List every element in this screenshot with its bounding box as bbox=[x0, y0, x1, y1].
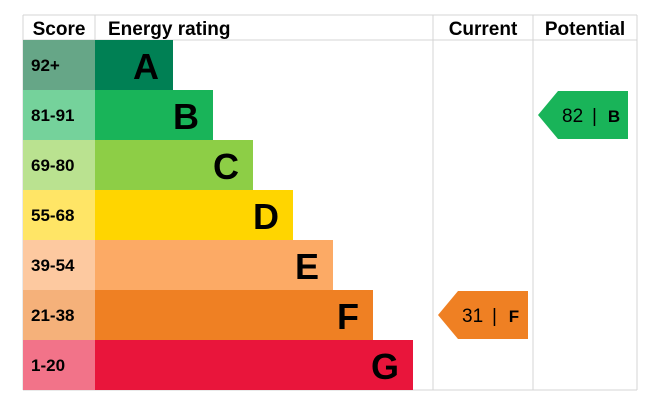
rating-letter-g: G bbox=[371, 346, 399, 387]
energy-rating-header: Energy rating bbox=[108, 19, 230, 40]
rating-bar-f bbox=[95, 290, 373, 340]
potential-marker-rating: B bbox=[608, 107, 620, 126]
potential-marker: 82 | B bbox=[538, 91, 628, 139]
rating-bar-g bbox=[95, 340, 413, 390]
rating-letter-c: C bbox=[213, 146, 239, 187]
score-cell-f bbox=[23, 290, 95, 340]
potential-header: Potential bbox=[545, 19, 625, 40]
score-cell-d bbox=[23, 190, 95, 240]
header-row: Score Energy rating Current Potential bbox=[33, 19, 626, 40]
rating-markers: 31 | F 82 | B bbox=[438, 91, 628, 339]
rating-bands: 92+ A 81-91 B 69-80 C 55-68 D 39-54 E 21-38 F 1-20 G bbox=[23, 40, 413, 390]
current-marker-separator: | bbox=[492, 306, 497, 327]
current-marker-value: 31 bbox=[462, 306, 483, 327]
rating-letter-d: D bbox=[253, 196, 279, 237]
rating-letter-e: E bbox=[295, 246, 319, 287]
score-cell-c bbox=[23, 140, 95, 190]
rating-letter-f: F bbox=[337, 296, 359, 337]
score-cell-g bbox=[23, 340, 95, 390]
current-marker-arrow bbox=[438, 291, 528, 339]
score-range-g: 1-20 bbox=[31, 356, 65, 375]
score-cell-b bbox=[23, 90, 95, 140]
rating-bar-e bbox=[95, 240, 333, 290]
potential-marker-value: 82 bbox=[562, 106, 583, 127]
current-header: Current bbox=[449, 19, 518, 40]
score-range-e: 39-54 bbox=[31, 256, 75, 275]
rating-letter-b: B bbox=[173, 96, 199, 137]
score-range-d: 55-68 bbox=[31, 206, 74, 225]
score-range-a: 92+ bbox=[31, 56, 60, 75]
score-header: Score bbox=[33, 19, 86, 40]
score-range-c: 69-80 bbox=[31, 156, 74, 175]
potential-marker-arrow bbox=[538, 91, 628, 139]
current-marker-rating: F bbox=[509, 307, 519, 326]
current-marker: 31 | F bbox=[438, 291, 528, 339]
rating-bar-c bbox=[95, 140, 253, 190]
score-range-b: 81-91 bbox=[31, 106, 74, 125]
rating-bar-a bbox=[95, 40, 173, 90]
potential-marker-separator: | bbox=[592, 106, 597, 127]
rating-bar-d bbox=[95, 190, 293, 240]
rating-letter-a: A bbox=[133, 46, 159, 87]
rating-bar-b bbox=[95, 90, 213, 140]
score-cell-e bbox=[23, 240, 95, 290]
score-cell-a bbox=[23, 40, 95, 90]
score-range-f: 21-38 bbox=[31, 306, 74, 325]
